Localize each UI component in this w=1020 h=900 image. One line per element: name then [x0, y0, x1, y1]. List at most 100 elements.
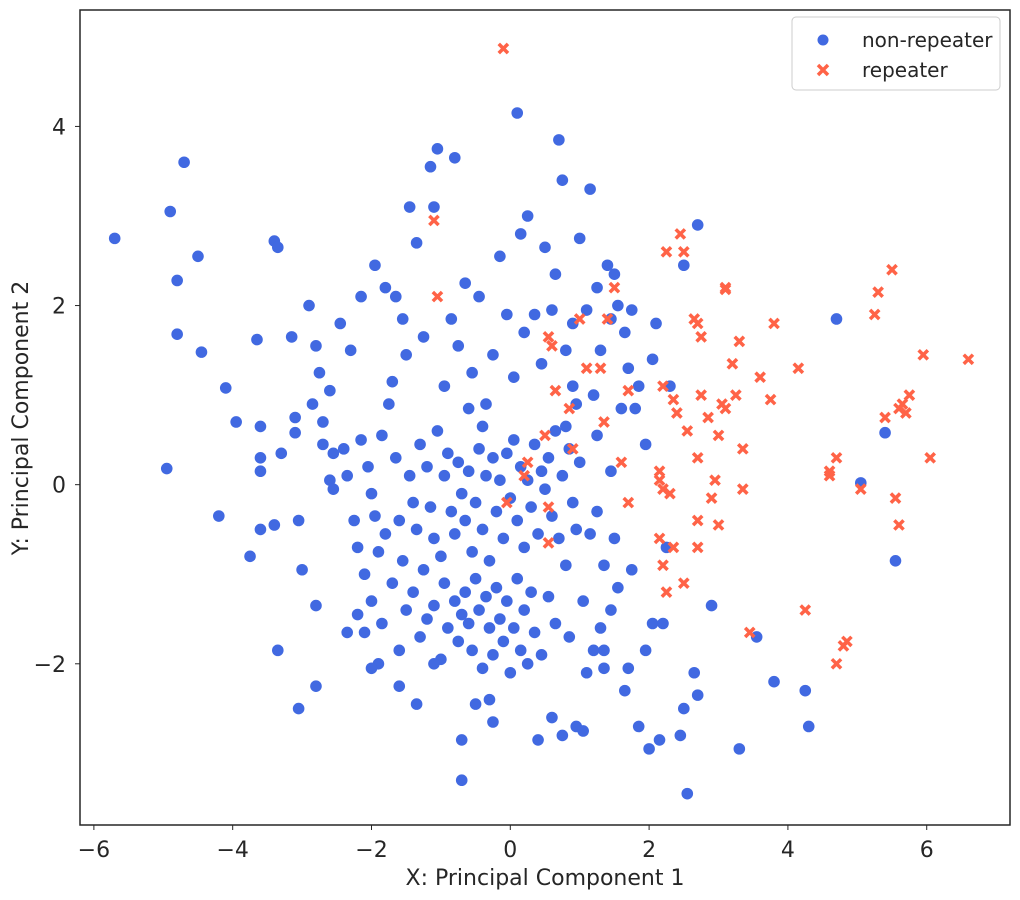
point-non-repeater [289, 426, 301, 439]
point-repeater [615, 456, 628, 469]
point-non-repeater [310, 340, 322, 352]
point-repeater [681, 425, 694, 437]
point-non-repeater [476, 523, 489, 536]
point-non-repeater [414, 438, 426, 451]
point-non-repeater [639, 438, 652, 451]
point-non-repeater [632, 720, 645, 733]
point-non-repeater [577, 595, 589, 607]
point-repeater [764, 393, 777, 406]
point-non-repeater [625, 563, 638, 576]
point-repeater [431, 290, 444, 303]
point-repeater [854, 483, 867, 495]
point-non-repeater [563, 631, 576, 643]
point-non-repeater [518, 541, 530, 554]
point-non-repeater [442, 447, 454, 460]
point-non-repeater [525, 586, 537, 598]
point-non-repeater [542, 452, 555, 464]
point-non-repeater [629, 402, 642, 415]
point-non-repeater [674, 729, 687, 742]
point-repeater [695, 389, 707, 401]
point-non-repeater [584, 528, 596, 540]
point-non-repeater [424, 501, 437, 513]
point-non-repeater [455, 734, 468, 746]
point-non-repeater [879, 426, 891, 439]
point-non-repeater [389, 452, 402, 464]
point-repeater [712, 519, 725, 531]
point-non-repeater [369, 510, 381, 522]
point-repeater [702, 411, 714, 424]
point-repeater [712, 429, 725, 442]
point-non-repeater [466, 366, 478, 379]
point-non-repeater [403, 201, 416, 213]
point-repeater [872, 286, 884, 298]
point-non-repeater [438, 469, 451, 482]
point-non-repeater [459, 586, 471, 598]
point-repeater [580, 362, 593, 375]
point-repeater [660, 245, 673, 258]
point-non-repeater [646, 617, 659, 630]
point-non-repeater [372, 546, 385, 558]
point-non-repeater [310, 680, 322, 692]
point-non-repeater [448, 595, 461, 607]
point-non-repeater [389, 290, 402, 303]
point-non-repeater [462, 402, 475, 415]
point-non-repeater [487, 349, 499, 361]
point-repeater [539, 429, 551, 442]
point-non-repeater [219, 382, 232, 394]
point-repeater [733, 335, 746, 348]
point-non-repeater [393, 644, 406, 657]
point-non-repeater [619, 684, 631, 697]
point-repeater [653, 474, 666, 487]
point-non-repeater [171, 274, 183, 287]
point-repeater [903, 389, 916, 401]
point-non-repeater [556, 469, 569, 482]
point-non-repeater [622, 362, 635, 375]
point-repeater [677, 577, 690, 590]
y-tick-label: 4 [52, 115, 66, 140]
point-non-repeater [435, 550, 447, 563]
point-non-repeater [442, 622, 454, 634]
legend-box [791, 16, 1001, 91]
point-non-repeater [532, 528, 544, 540]
point-non-repeater [160, 462, 173, 475]
point-non-repeater [213, 510, 225, 522]
point-non-repeater [296, 563, 308, 576]
point-non-repeater [192, 250, 204, 263]
point-non-repeater [327, 447, 340, 460]
point-repeater [924, 451, 937, 464]
point-repeater [563, 402, 576, 415]
x-tick-label: 6 [920, 838, 934, 863]
point-non-repeater [653, 734, 666, 746]
point-non-repeater [341, 626, 354, 639]
point-non-repeater [591, 281, 603, 294]
point-non-repeater [396, 313, 409, 325]
point-non-repeater [195, 346, 208, 358]
point-non-repeater [678, 702, 690, 715]
point-repeater [566, 443, 579, 455]
point-non-repeater [518, 326, 530, 339]
point-non-repeater [396, 554, 409, 567]
point-non-repeater [393, 514, 406, 527]
point-non-repeater [171, 328, 183, 341]
point-non-repeater [556, 174, 569, 186]
point-non-repeater [428, 657, 440, 670]
point-repeater [664, 487, 676, 500]
point-non-repeater [452, 456, 465, 469]
point-repeater [691, 317, 704, 330]
point-repeater [736, 483, 749, 495]
point-non-repeater [462, 465, 475, 478]
point-non-repeater [556, 729, 569, 742]
point-non-repeater [324, 384, 336, 397]
legend-marker-repeater [816, 63, 830, 77]
point-repeater [542, 501, 555, 513]
point-non-repeater [573, 232, 586, 245]
point-non-repeater [549, 425, 562, 437]
point-non-repeater [643, 743, 655, 755]
point-repeater [653, 465, 666, 478]
point-non-repeater [428, 532, 440, 545]
point-non-repeater [504, 666, 517, 679]
point-non-repeater [317, 438, 329, 451]
point-non-repeater [497, 532, 510, 545]
point-non-repeater [511, 572, 524, 585]
